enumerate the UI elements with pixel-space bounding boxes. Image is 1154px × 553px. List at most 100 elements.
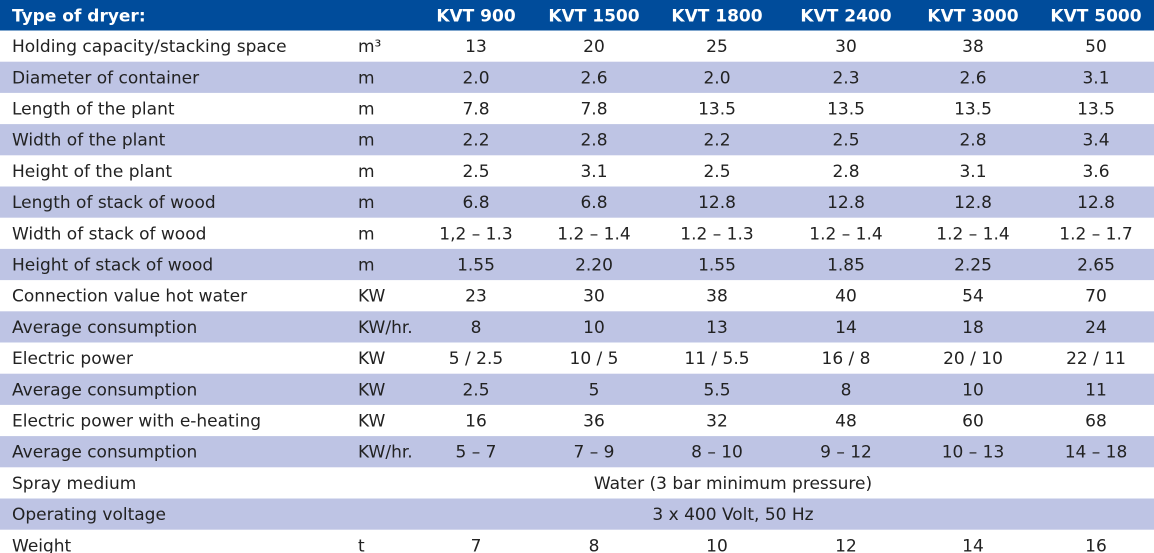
- row-value: 2.6: [580, 68, 607, 88]
- header-cell: KVT 900: [436, 6, 516, 26]
- row-value: 5: [589, 380, 600, 400]
- row-value: 70: [1085, 287, 1107, 307]
- row-value: 2.25: [954, 256, 992, 276]
- row-value: 7 – 9: [574, 443, 615, 463]
- header-cell: KVT 1800: [671, 6, 762, 26]
- row-value: 30: [583, 287, 605, 307]
- row-value: 2.3: [832, 68, 859, 88]
- row-value: 60: [962, 412, 984, 432]
- row-value: 16 / 8: [822, 349, 871, 369]
- row-value: 1.55: [698, 256, 736, 276]
- row-value: 6.8: [580, 193, 607, 213]
- row-bg: [0, 61, 1154, 93]
- row-value: 8: [841, 380, 852, 400]
- row-value: 1.2 – 1.3: [680, 224, 753, 244]
- row-value: 20 / 10: [943, 349, 1003, 369]
- row-unit: KW: [358, 380, 386, 400]
- row-value: 10 / 5: [570, 349, 619, 369]
- header-cell: KVT 2400: [800, 6, 891, 26]
- row-value: 50: [1085, 37, 1107, 57]
- row-value: 3.4: [1082, 131, 1109, 151]
- row-bg: [0, 124, 1154, 156]
- row-value: 10: [962, 380, 984, 400]
- row-label: Width of the plant: [12, 131, 166, 151]
- row-unit: t: [358, 536, 365, 553]
- row-value: 10: [583, 318, 605, 338]
- row-bg: [0, 186, 1154, 218]
- row-value: 2.65: [1077, 256, 1115, 276]
- row-value: 8 – 10: [691, 443, 743, 463]
- row-value: 3 x 400 Volt, 50 Hz: [652, 505, 813, 525]
- row-value: 1.2 – 1.7: [1059, 224, 1132, 244]
- header-cell: KVT 1500: [548, 6, 639, 26]
- row-label: Length of stack of wood: [12, 193, 216, 213]
- row-value: 2.8: [959, 131, 986, 151]
- row-value: 2.20: [575, 256, 613, 276]
- row-value: 13.5: [827, 100, 865, 120]
- row-unit: KW: [358, 412, 386, 432]
- row-unit: m: [358, 256, 375, 276]
- row-unit: KW: [358, 287, 386, 307]
- row-value: 9 – 12: [820, 443, 872, 463]
- row-value: 36: [583, 412, 605, 432]
- row-value: 2.2: [703, 131, 730, 151]
- row-value: 3.1: [1082, 68, 1109, 88]
- row-value: 8: [589, 536, 600, 553]
- row-value: 1,2 – 1.3: [439, 224, 512, 244]
- row-value: 1.2 – 1.4: [557, 224, 630, 244]
- row-bg: [0, 248, 1154, 281]
- row-label: Average consumption: [12, 380, 197, 400]
- row-value: 13: [465, 37, 487, 57]
- row-value: 13: [706, 318, 728, 338]
- row-value: 40: [835, 287, 857, 307]
- row-value: 2.8: [832, 162, 859, 182]
- row-value: 2.5: [462, 380, 489, 400]
- row-unit: m: [358, 162, 375, 182]
- row-label: Height of the plant: [12, 162, 172, 182]
- row-unit: m: [358, 100, 375, 120]
- row-bg: [0, 436, 1154, 468]
- header-bg: [0, 0, 1154, 31]
- row-value: 30: [835, 37, 857, 57]
- row-label: Operating voltage: [12, 505, 166, 525]
- header-cell: KVT 5000: [1050, 6, 1141, 26]
- row-label: Connection value hot water: [12, 287, 247, 307]
- row-value: 14: [835, 318, 857, 338]
- row-label: Electric power with e-heating: [12, 412, 261, 432]
- row-value: 22 / 11: [1066, 349, 1126, 369]
- row-value: 2.0: [703, 68, 730, 88]
- row-value: 11: [1085, 380, 1107, 400]
- row-value: 2.5: [462, 162, 489, 182]
- row-unit: KW: [358, 349, 386, 369]
- row-unit: m: [358, 68, 375, 88]
- row-value: 7.8: [580, 100, 607, 120]
- row-label: Height of stack of wood: [12, 256, 213, 276]
- row-value: 14 – 18: [1065, 443, 1128, 463]
- row-label: Electric power: [12, 349, 133, 369]
- row-label: Width of stack of wood: [12, 224, 206, 244]
- row-value: 12.8: [827, 193, 865, 213]
- row-label: Length of the plant: [12, 100, 175, 120]
- row-value: 8: [471, 318, 482, 338]
- row-value: 12.8: [954, 193, 992, 213]
- row-value: 54: [962, 287, 984, 307]
- row-unit: m: [358, 224, 375, 244]
- row-label: Average consumption: [12, 318, 197, 338]
- row-value: 5 / 2.5: [449, 349, 503, 369]
- row-value: 20: [583, 37, 605, 57]
- row-label: Holding capacity/stacking space: [12, 37, 287, 57]
- row-value: 10 – 13: [942, 443, 1005, 463]
- row-value: Water (3 bar minimum pressure): [594, 474, 872, 494]
- row-value: 5.5: [703, 380, 730, 400]
- row-unit: m³: [358, 37, 381, 57]
- row-value: 12: [835, 536, 857, 553]
- row-value: 1.55: [457, 256, 495, 276]
- row-value: 2.2: [462, 131, 489, 151]
- row-value: 12.8: [698, 193, 736, 213]
- row-bg: [0, 373, 1154, 405]
- row-unit: m: [358, 131, 375, 151]
- row-value: 1.85: [827, 256, 865, 276]
- row-bg: [0, 311, 1154, 343]
- row-value: 12.8: [1077, 193, 1115, 213]
